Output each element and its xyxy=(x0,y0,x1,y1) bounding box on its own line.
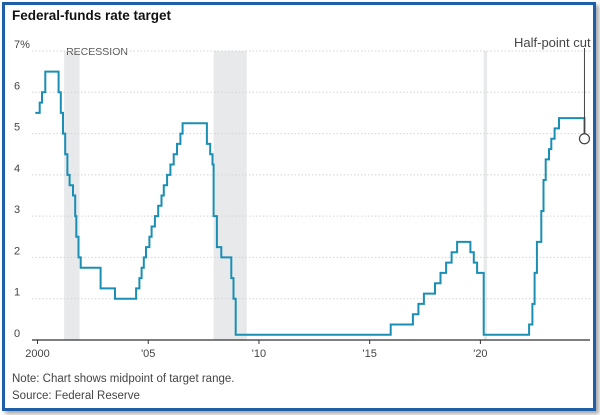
y-tick-label: 7% xyxy=(14,39,30,51)
series-line-fed-funds xyxy=(35,70,586,336)
x-tick-label: 2000 xyxy=(25,348,49,360)
recession-label: RECESSION xyxy=(66,46,128,58)
annotation-label: Half-point cut xyxy=(514,35,591,50)
x-tick-label: '10 xyxy=(252,348,266,360)
y-tick-label: 0 xyxy=(14,328,20,340)
y-tick-label: 3 xyxy=(14,204,20,216)
y-tick-label: 1 xyxy=(14,287,20,299)
y-tick-label: 5 xyxy=(14,122,20,134)
recession-band xyxy=(213,51,247,340)
y-tick-label: 4 xyxy=(14,163,20,175)
axes: 0 1 2 3 4 5 6 7% 2000 '05 '10 '15 '20 xyxy=(14,39,590,360)
annotation-marker xyxy=(578,133,591,145)
gridlines xyxy=(32,50,590,300)
annotations: Half-point cut xyxy=(514,35,591,145)
x-tick-label: '20 xyxy=(473,348,487,360)
chart-frame xyxy=(2,2,596,411)
recession-band xyxy=(483,51,488,340)
y-tick-label: 2 xyxy=(14,245,20,257)
x-tick-label: '05 xyxy=(141,348,155,360)
recession-band xyxy=(64,51,80,340)
chart-note: Note: Chart shows midpoint of target ran… xyxy=(12,373,235,385)
chart-source: Source: Federal Reserve xyxy=(12,390,140,402)
y-tick-label: 6 xyxy=(14,80,20,92)
x-tick-label: '15 xyxy=(363,348,377,360)
series-lines xyxy=(35,70,586,336)
chart-title: Federal-funds rate target xyxy=(12,8,172,23)
recession-bands: RECESSION xyxy=(64,46,488,340)
